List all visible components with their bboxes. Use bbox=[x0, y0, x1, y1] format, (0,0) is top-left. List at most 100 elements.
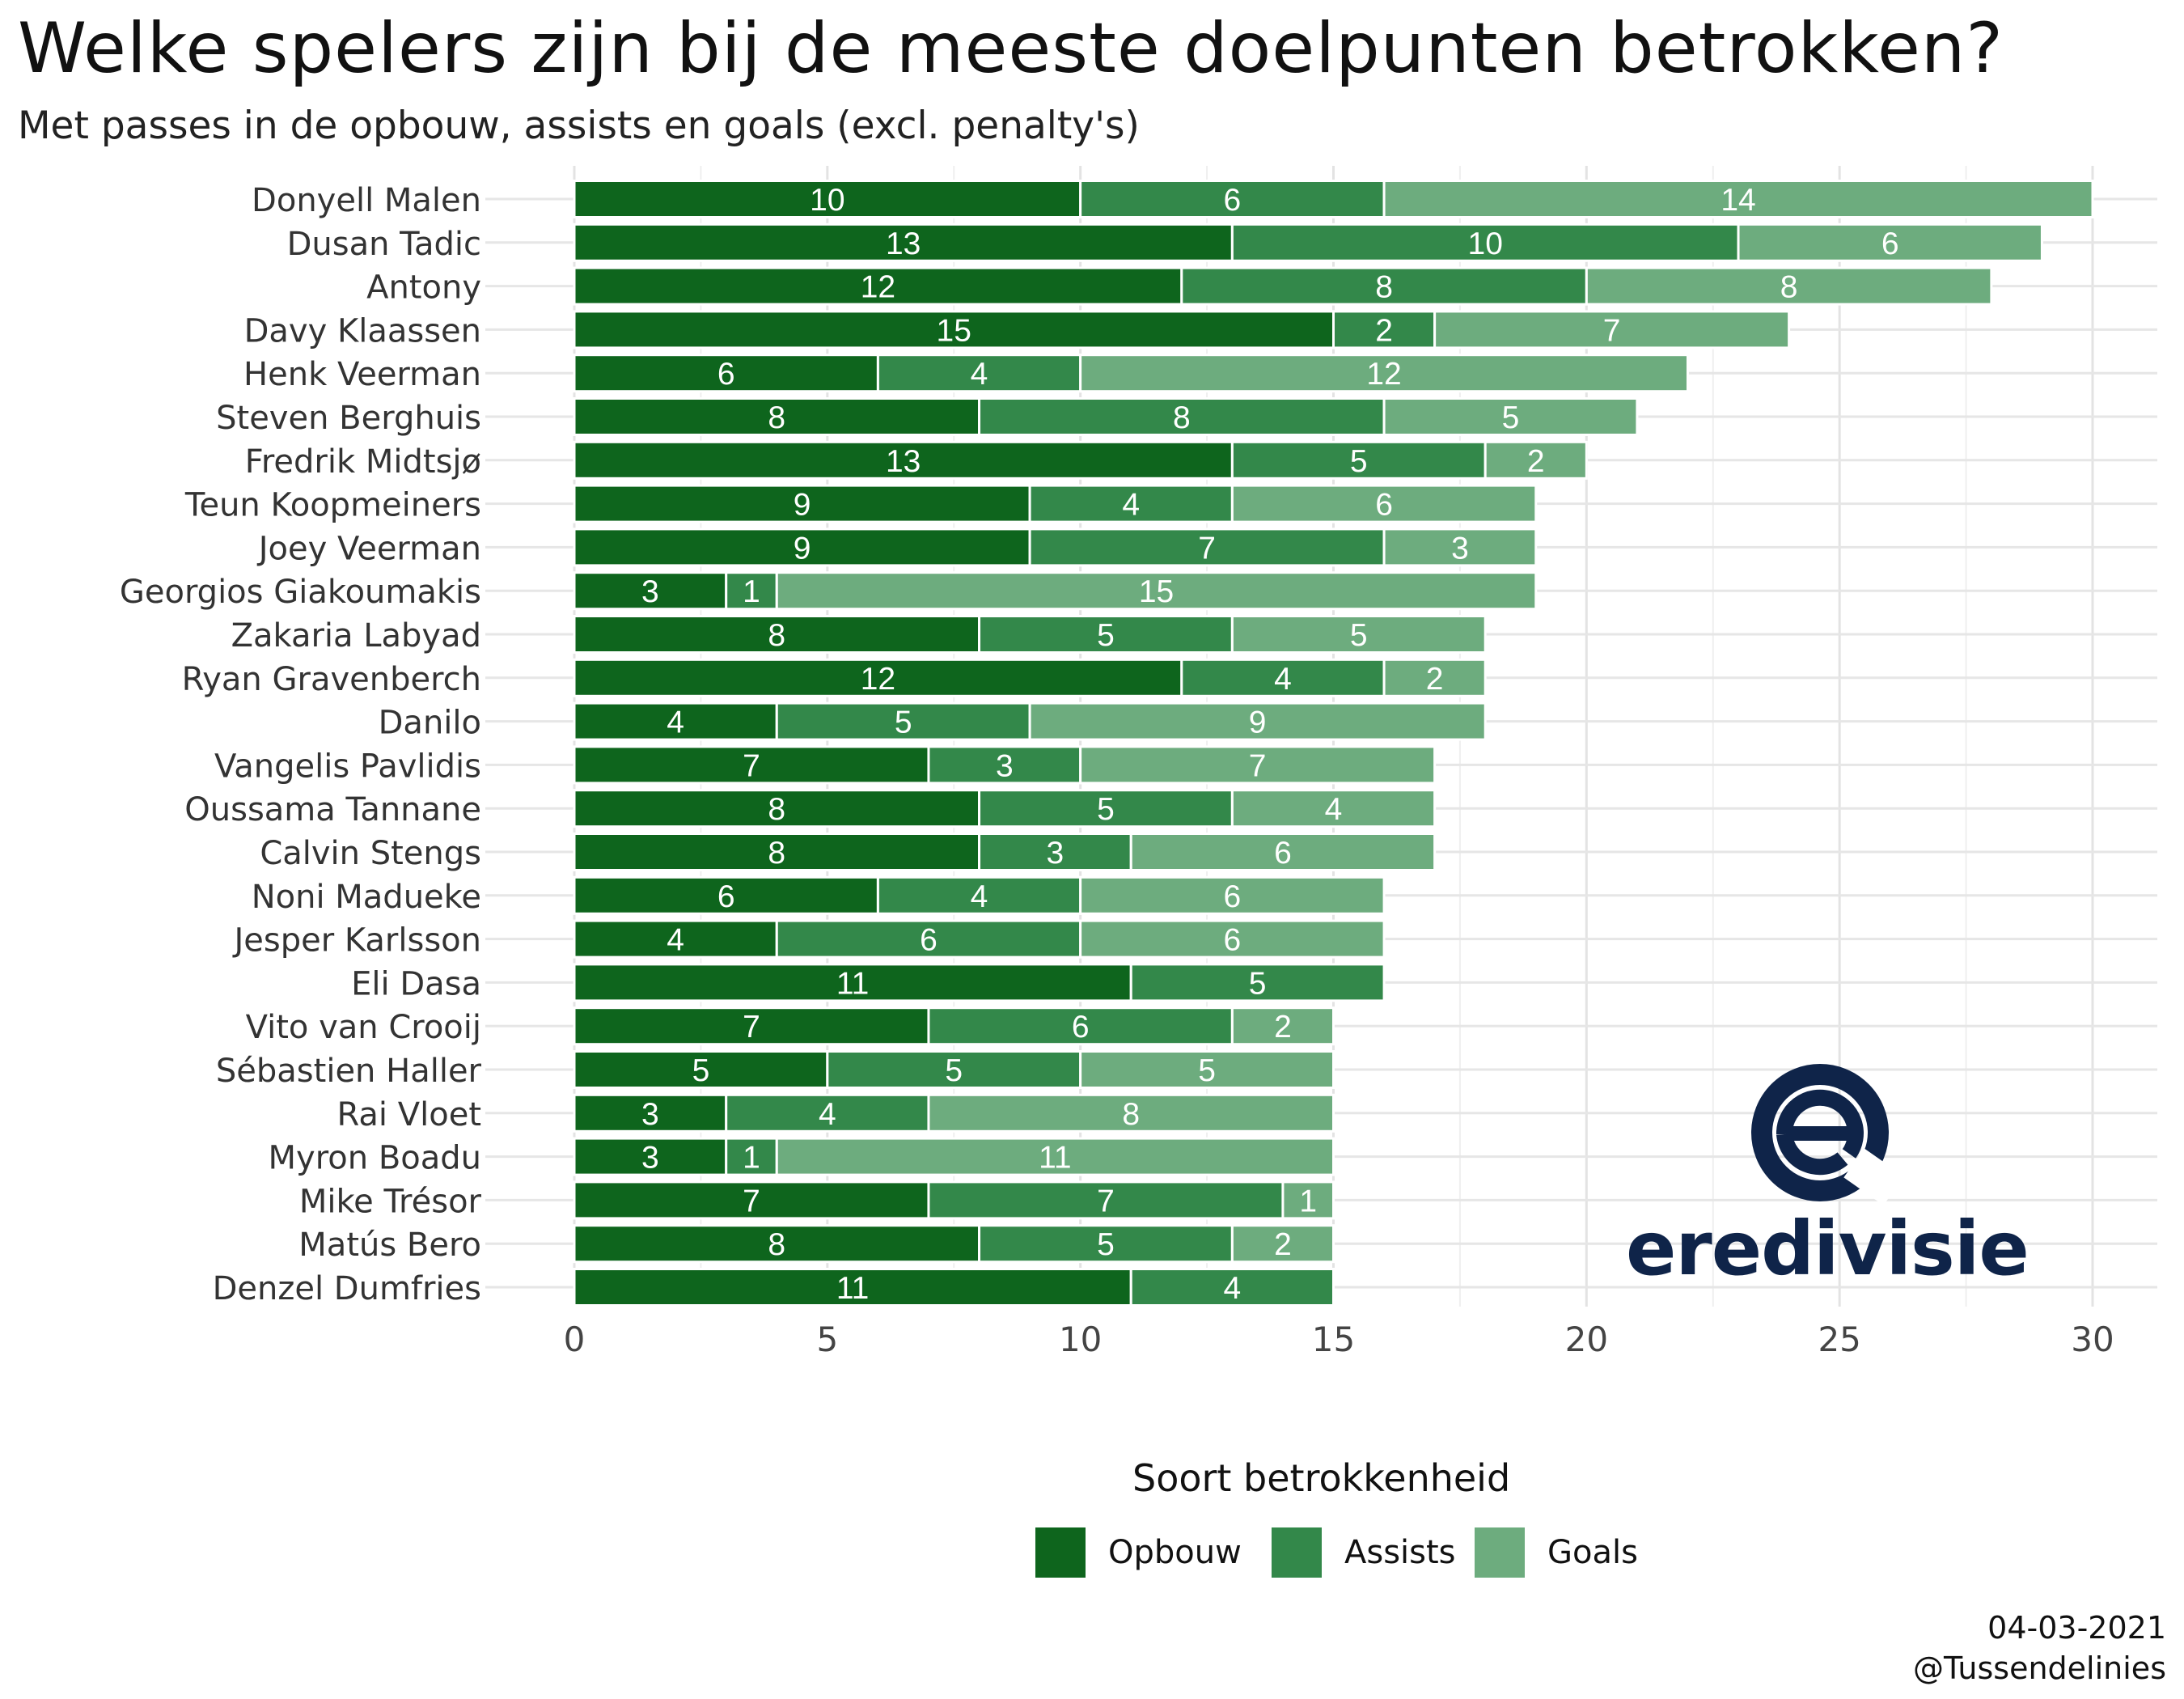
category-label: Zakaria Labyad bbox=[231, 617, 481, 655]
legend-swatch bbox=[1035, 1527, 1086, 1578]
data-label: 4 bbox=[1274, 662, 1292, 697]
data-label: 4 bbox=[971, 879, 988, 914]
bar-segment-opbouw bbox=[573, 1180, 930, 1220]
bar-segment-assists bbox=[1028, 527, 1386, 567]
category-labels: Donyell Malen Dusan Tadic Antony Davy Klaas… bbox=[120, 182, 482, 1307]
bar-segment-assists bbox=[1230, 222, 1740, 262]
category-label: Donyell Malen bbox=[252, 182, 481, 219]
bar-segment-opbouw bbox=[573, 658, 1183, 697]
bar-segment-assists bbox=[927, 1006, 1234, 1046]
category-label: Fredrik Midtsjø bbox=[245, 443, 481, 481]
data-label: 6 bbox=[1375, 488, 1393, 523]
category-label: Vito van Crooij bbox=[246, 1009, 481, 1046]
bar-segment-opbouw bbox=[573, 1268, 1132, 1307]
category-label: Eli Dasa bbox=[351, 965, 481, 1002]
data-label: 5 bbox=[945, 1053, 963, 1088]
bar-segment-goals bbox=[1230, 484, 1538, 523]
data-label: 5 bbox=[1249, 966, 1267, 1001]
bar-segment-goals bbox=[1230, 789, 1437, 828]
bar-segment-opbouw bbox=[573, 789, 981, 828]
category-label: Dusan Tadic bbox=[287, 226, 481, 263]
data-label: 8 bbox=[1122, 1097, 1140, 1132]
category-label: Georgios Giakoumakis bbox=[120, 574, 481, 611]
data-label: 6 bbox=[717, 357, 735, 392]
bar-segment-goals bbox=[1079, 1050, 1335, 1089]
bar-segment-goals bbox=[1484, 440, 1588, 480]
data-label: 7 bbox=[743, 1010, 760, 1044]
eredivisie-wordmark: eredivisie bbox=[1626, 1205, 2030, 1292]
data-label: 2 bbox=[1527, 444, 1545, 479]
bar-segment-assists bbox=[1028, 484, 1234, 523]
bar-segment-assists bbox=[725, 1137, 778, 1176]
category-label: Ryan Gravenberch bbox=[182, 661, 481, 698]
legend-label: Opbouw bbox=[1108, 1534, 1242, 1571]
bar-segment-assists bbox=[725, 1093, 930, 1133]
category-label: Jesper Karlsson bbox=[231, 922, 481, 960]
x-tick-label: 30 bbox=[2071, 1320, 2114, 1359]
data-label: 8 bbox=[768, 792, 785, 827]
bar-segment-goals bbox=[1230, 615, 1487, 654]
legend-title: Soort betrokkenheid bbox=[1132, 1456, 1511, 1500]
category-label: Teun Koopmeiners bbox=[184, 487, 481, 524]
category-label: Rai Vloet bbox=[337, 1096, 482, 1133]
bar-segment-opbouw bbox=[573, 963, 1132, 1002]
bar-segment-opbouw bbox=[573, 1050, 829, 1089]
category-label: Joey Veerman bbox=[256, 530, 481, 567]
data-label: 8 bbox=[768, 400, 785, 435]
data-label: 3 bbox=[1451, 531, 1469, 566]
legend-item-goals: Goals bbox=[1475, 1527, 1638, 1578]
bar-segment-goals bbox=[1028, 701, 1487, 741]
data-label: 1 bbox=[1299, 1184, 1317, 1218]
category-label: Denzel Dumfries bbox=[213, 1270, 481, 1307]
data-label: 5 bbox=[1350, 444, 1368, 479]
data-label: 5 bbox=[895, 705, 912, 740]
data-label: 12 bbox=[861, 662, 895, 697]
category-label: Steven Berghuis bbox=[216, 400, 481, 437]
eredivisie-logo: eredivisie bbox=[1626, 1060, 2030, 1294]
data-label: 4 bbox=[667, 923, 684, 958]
bar-segment-opbouw bbox=[573, 484, 1031, 523]
bar-segment-assists bbox=[978, 615, 1234, 654]
data-label: 4 bbox=[819, 1097, 836, 1132]
data-label: 15 bbox=[1139, 574, 1174, 609]
data-label: 8 bbox=[768, 1227, 785, 1262]
data-label: 1 bbox=[743, 574, 760, 609]
data-label: 5 bbox=[1502, 400, 1520, 435]
data-label: 6 bbox=[1224, 183, 1242, 218]
category-label: Danilo bbox=[379, 705, 481, 742]
bar-segment-goals bbox=[1433, 310, 1791, 350]
category-label: Davy Klaassen bbox=[244, 312, 481, 350]
data-label: 10 bbox=[1468, 227, 1503, 261]
data-label: 6 bbox=[1072, 1010, 1090, 1044]
bar-segment-opbouw bbox=[573, 1224, 981, 1264]
data-label: 8 bbox=[1375, 270, 1393, 305]
bar-segment-goals bbox=[1382, 180, 2094, 218]
bar-segment-goals bbox=[775, 1137, 1335, 1176]
x-tick-label: 25 bbox=[1818, 1320, 1860, 1359]
eredivisie-e-logo-icon bbox=[1751, 1064, 1904, 1205]
legend-label: Goals bbox=[1547, 1534, 1638, 1571]
data-label: 4 bbox=[1325, 792, 1343, 827]
bar-segment-goals bbox=[1585, 266, 1993, 306]
footer-handle: @Tussendelinies bbox=[1912, 1650, 2166, 1686]
data-label: 5 bbox=[1097, 1227, 1115, 1262]
bar-segment-goals bbox=[1079, 875, 1386, 915]
bar-segment-goals bbox=[1382, 658, 1487, 697]
data-label: 8 bbox=[1780, 270, 1798, 305]
data-label: 1 bbox=[743, 1141, 760, 1176]
bar-segment-assists bbox=[1129, 963, 1386, 1002]
bar-segment-opbouw bbox=[573, 745, 930, 785]
data-label: 13 bbox=[886, 444, 921, 479]
data-label: 8 bbox=[768, 836, 785, 871]
data-label: 4 bbox=[1224, 1271, 1242, 1306]
x-tick-label: 15 bbox=[1312, 1320, 1355, 1359]
bar-segment-assists bbox=[1129, 1268, 1335, 1307]
data-label: 6 bbox=[1881, 227, 1899, 261]
category-label: Vangelis Pavlidis bbox=[214, 748, 481, 785]
data-label: 4 bbox=[971, 357, 988, 392]
data-label: 13 bbox=[886, 227, 921, 261]
data-label: 11 bbox=[836, 966, 870, 1001]
legend-swatch bbox=[1272, 1527, 1322, 1578]
chart-title: Welke spelers zijn bij de meeste doelpun… bbox=[18, 8, 2004, 89]
bar-segment-goals bbox=[927, 1093, 1335, 1133]
